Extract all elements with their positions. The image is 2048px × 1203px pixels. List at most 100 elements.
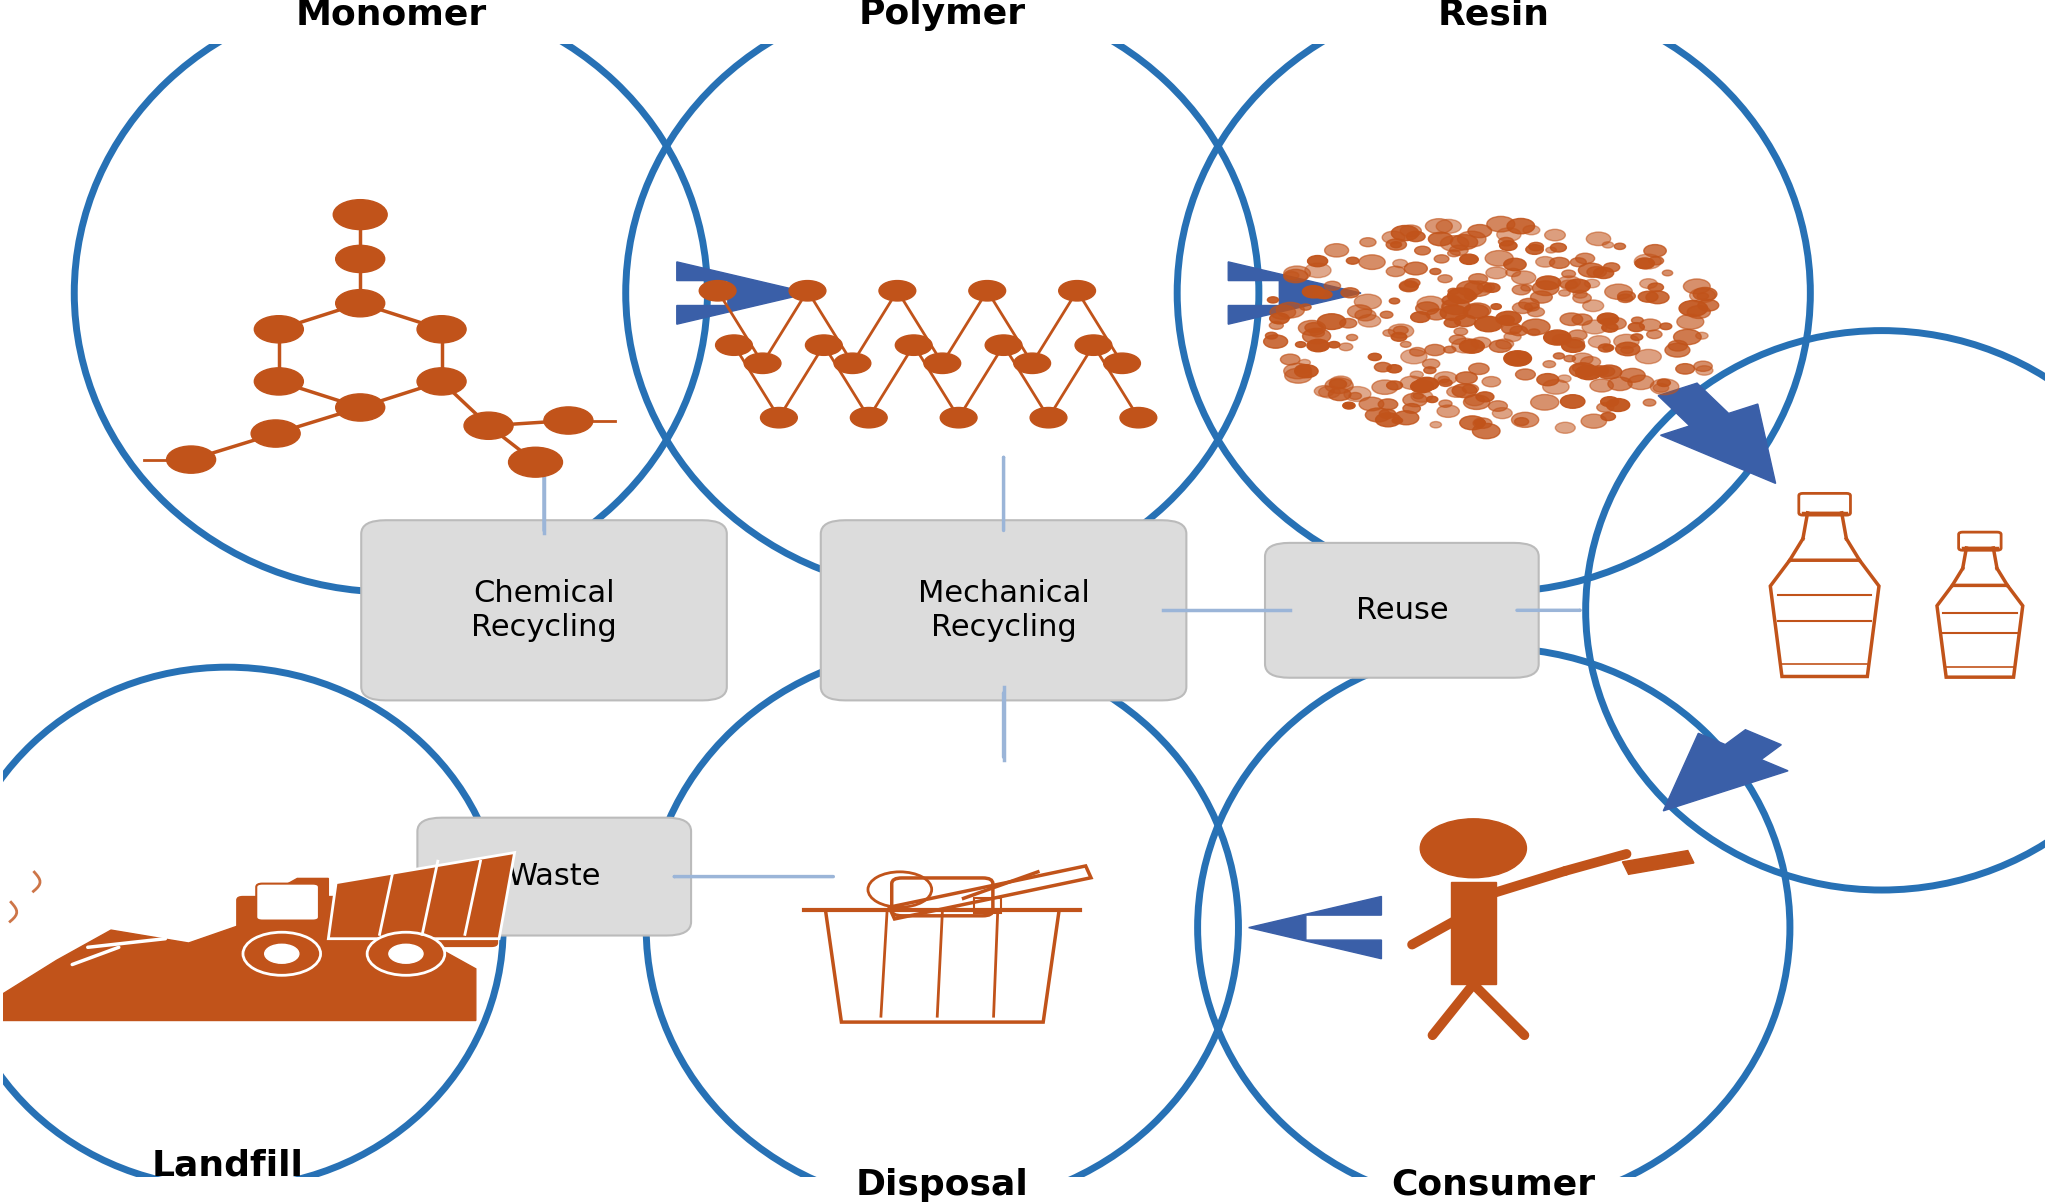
Circle shape (1477, 283, 1495, 292)
Circle shape (1581, 414, 1606, 428)
Circle shape (1104, 354, 1141, 373)
Circle shape (1325, 244, 1350, 257)
Circle shape (1511, 302, 1532, 314)
Circle shape (1386, 381, 1403, 390)
Circle shape (1573, 314, 1591, 325)
Circle shape (1329, 389, 1352, 401)
Circle shape (1581, 356, 1602, 368)
Circle shape (1491, 303, 1501, 309)
Circle shape (1296, 342, 1307, 348)
Circle shape (1405, 279, 1419, 288)
Circle shape (1401, 342, 1411, 348)
Circle shape (1698, 292, 1708, 300)
Circle shape (1343, 386, 1370, 402)
Circle shape (1284, 368, 1313, 384)
FancyArrow shape (1659, 383, 1776, 484)
Text: Chemical
Recycling: Chemical Recycling (471, 579, 616, 641)
Circle shape (1550, 243, 1567, 251)
Circle shape (1284, 266, 1311, 280)
Circle shape (1524, 303, 1540, 312)
Circle shape (1372, 380, 1399, 395)
Circle shape (1399, 282, 1417, 291)
Circle shape (1303, 328, 1331, 344)
Circle shape (1317, 291, 1331, 298)
Circle shape (1464, 282, 1491, 296)
Circle shape (1468, 225, 1491, 238)
Circle shape (1378, 399, 1399, 410)
Circle shape (1690, 289, 1716, 303)
Circle shape (1561, 313, 1583, 326)
Circle shape (1339, 343, 1354, 351)
Circle shape (1415, 247, 1430, 255)
Circle shape (1343, 402, 1356, 409)
Circle shape (1360, 397, 1384, 411)
Text: Consumer: Consumer (1393, 1168, 1595, 1202)
Ellipse shape (74, 0, 707, 592)
Circle shape (1284, 269, 1309, 283)
Circle shape (1425, 219, 1452, 233)
Circle shape (1604, 262, 1620, 272)
FancyArrow shape (1663, 730, 1788, 811)
Circle shape (1495, 339, 1513, 349)
Circle shape (1415, 378, 1438, 390)
Circle shape (1444, 319, 1460, 327)
Circle shape (1393, 260, 1407, 267)
Circle shape (1536, 275, 1561, 290)
Circle shape (1552, 352, 1565, 358)
Circle shape (1440, 379, 1452, 386)
Circle shape (1440, 236, 1468, 251)
Circle shape (969, 280, 1006, 301)
Circle shape (1483, 377, 1501, 387)
Circle shape (367, 932, 444, 976)
Circle shape (1014, 354, 1051, 373)
Circle shape (1423, 367, 1436, 374)
FancyBboxPatch shape (1266, 543, 1538, 677)
Circle shape (1329, 377, 1352, 389)
Circle shape (715, 334, 752, 355)
Circle shape (1346, 257, 1360, 265)
Circle shape (1305, 263, 1331, 278)
Circle shape (1511, 285, 1530, 295)
Text: Polymer: Polymer (858, 0, 1026, 31)
Circle shape (1434, 372, 1456, 385)
Circle shape (1350, 392, 1362, 399)
Circle shape (1559, 275, 1581, 289)
FancyBboxPatch shape (360, 520, 727, 700)
Circle shape (1393, 417, 1403, 423)
Circle shape (1489, 401, 1507, 411)
Circle shape (1602, 397, 1618, 407)
Circle shape (1376, 413, 1401, 427)
Polygon shape (244, 878, 328, 943)
Circle shape (508, 448, 563, 478)
Circle shape (1470, 337, 1491, 348)
Circle shape (1464, 395, 1485, 405)
Circle shape (1653, 384, 1669, 392)
Circle shape (1528, 328, 1540, 336)
Circle shape (1571, 257, 1587, 267)
Circle shape (1520, 298, 1540, 309)
Circle shape (1341, 288, 1360, 298)
Circle shape (1270, 306, 1296, 319)
Circle shape (336, 393, 385, 421)
Circle shape (1679, 301, 1708, 316)
Circle shape (1425, 344, 1446, 356)
Circle shape (1346, 334, 1358, 340)
Circle shape (1528, 242, 1544, 250)
Circle shape (254, 315, 303, 343)
Circle shape (1632, 318, 1642, 324)
Circle shape (1378, 409, 1397, 419)
Circle shape (1509, 326, 1528, 336)
Circle shape (1618, 294, 1632, 302)
Circle shape (1649, 283, 1663, 291)
Circle shape (1573, 352, 1593, 365)
Circle shape (1473, 417, 1491, 428)
Circle shape (1698, 300, 1718, 312)
Circle shape (1565, 279, 1589, 292)
Circle shape (1075, 334, 1112, 355)
Ellipse shape (647, 648, 1239, 1203)
Text: Reuse: Reuse (1356, 595, 1448, 624)
Circle shape (1401, 349, 1427, 363)
Circle shape (1659, 324, 1671, 330)
Circle shape (1614, 334, 1638, 349)
Circle shape (1497, 227, 1522, 242)
